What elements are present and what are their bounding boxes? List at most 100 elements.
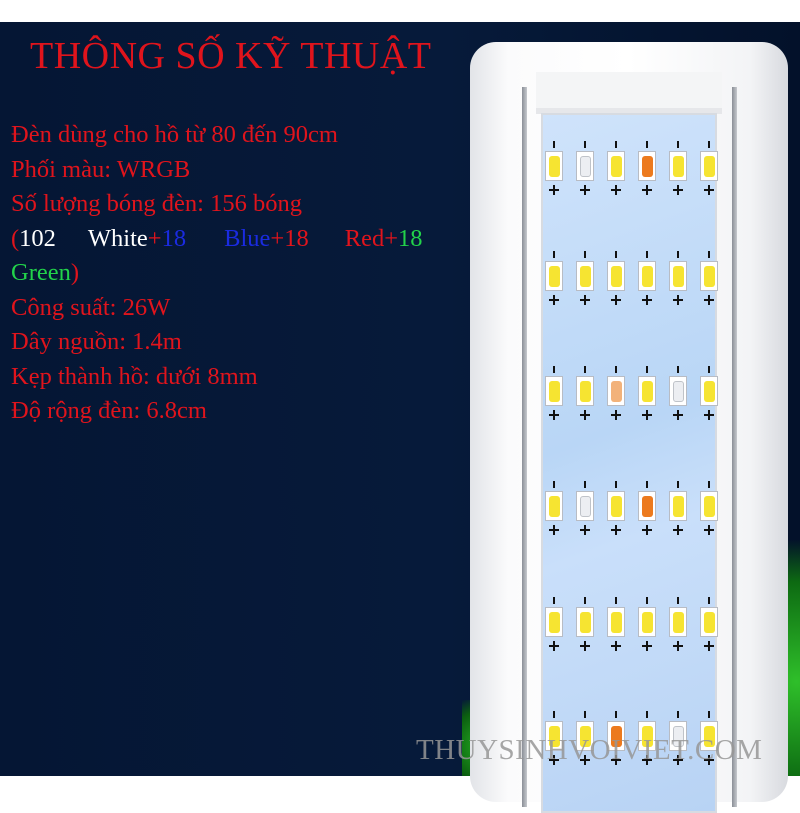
led-chip: [576, 376, 594, 406]
led-minus-mark: [615, 481, 617, 488]
led-minus-mark: [615, 366, 617, 373]
led-minus-mark: [677, 597, 679, 604]
led-plus-mark: [611, 410, 621, 420]
led-chip: [638, 721, 656, 751]
led-plus-mark: [580, 641, 590, 651]
led-chip: [545, 721, 563, 751]
led-plus-mark: [549, 295, 559, 305]
spec-power: Công suất: 26W: [11, 293, 171, 321]
led-plus-mark: [673, 525, 683, 535]
led-chip: [700, 607, 718, 637]
led-chip: [607, 261, 625, 291]
led-plus-mark: [549, 525, 559, 535]
led-minus-mark: [584, 481, 586, 488]
led-minus-mark: [553, 711, 555, 718]
led-plus-mark: [580, 185, 590, 195]
spec-breakdown: (102 White+18 Blue+18 Red+18: [11, 222, 489, 257]
led-chip: [638, 607, 656, 637]
led-plus-mark: [642, 755, 652, 765]
led-minus-mark: [646, 141, 648, 148]
led-plus-mark: [611, 755, 621, 765]
led-plus-mark: [580, 410, 590, 420]
led-plus-mark: [611, 295, 621, 305]
led-plus-mark: [611, 641, 621, 651]
led-plus-mark: [673, 755, 683, 765]
led-chip: [607, 491, 625, 521]
led-plus-mark: [642, 295, 652, 305]
led-chip: [607, 607, 625, 637]
led-minus-mark: [615, 597, 617, 604]
led-minus-mark: [553, 597, 555, 604]
spec-cable: Dây nguồn: 1.4m: [11, 328, 182, 355]
led-lamp-image: [470, 42, 788, 813]
green-label: Green: [11, 259, 71, 286]
lamp-rail: [522, 87, 527, 807]
led-minus-mark: [708, 141, 710, 148]
led-minus-mark: [584, 251, 586, 258]
led-plus-mark: [673, 295, 683, 305]
led-minus-mark: [553, 251, 555, 258]
led-minus-mark: [615, 251, 617, 258]
led-chip: [576, 491, 594, 521]
paren: ): [70, 259, 80, 286]
led-chip: [576, 261, 594, 291]
led-minus-mark: [584, 597, 586, 604]
led-chip: [576, 151, 594, 181]
spec-clamp: Kẹp thành hồ: dưới 8mm: [11, 362, 258, 390]
led-minus-mark: [646, 481, 648, 488]
plus: +: [147, 224, 162, 252]
lamp-cap: [536, 72, 722, 114]
led-minus-mark: [584, 366, 586, 373]
led-plus-mark: [673, 185, 683, 195]
led-plus-mark: [704, 185, 714, 195]
paren: (: [11, 224, 20, 252]
led-chip: [700, 261, 718, 291]
led-chip: [545, 261, 563, 291]
led-minus-mark: [646, 251, 648, 258]
led-minus-mark: [646, 366, 648, 373]
led-minus-mark: [553, 366, 555, 373]
led-minus-mark: [553, 481, 555, 488]
watermark: THUYSINHVOIVIET.COM: [416, 734, 763, 766]
blue-label: Blue: [224, 224, 271, 252]
led-chip: [545, 151, 563, 181]
led-plus-mark: [704, 295, 714, 305]
led-chip: [700, 491, 718, 521]
led-plus-mark: [704, 525, 714, 535]
led-chip: [607, 376, 625, 406]
led-chip: [700, 151, 718, 181]
led-chip: [545, 376, 563, 406]
led-chip: [669, 261, 687, 291]
led-chip: [638, 151, 656, 181]
led-plus-mark: [549, 410, 559, 420]
led-chip: [576, 721, 594, 751]
led-minus-mark: [677, 141, 679, 148]
red-label: Red: [344, 224, 385, 252]
led-chip: [700, 376, 718, 406]
led-minus-mark: [584, 711, 586, 718]
spec-color-mix: Phối màu: WRGB: [11, 155, 191, 183]
led-minus-mark: [677, 711, 679, 718]
led-plus-mark: [580, 525, 590, 535]
led-minus-mark: [677, 251, 679, 258]
green-count: 18: [398, 224, 423, 252]
led-minus-mark: [646, 597, 648, 604]
page-title: THÔNG SỐ KỸ THUẬT: [30, 35, 432, 77]
led-chip: [669, 151, 687, 181]
led-plus-mark: [549, 755, 559, 765]
led-chip: [638, 376, 656, 406]
led-plus-mark: [580, 755, 590, 765]
led-minus-mark: [615, 141, 617, 148]
led-chip: [669, 721, 687, 751]
led-minus-mark: [677, 366, 679, 373]
led-plus-mark: [580, 295, 590, 305]
led-minus-mark: [708, 366, 710, 373]
led-minus-mark: [553, 141, 555, 148]
led-plus-mark: [673, 641, 683, 651]
led-plus-mark: [611, 185, 621, 195]
led-chip: [700, 721, 718, 751]
led-chip: [607, 721, 625, 751]
led-chip: [669, 376, 687, 406]
led-minus-mark: [615, 711, 617, 718]
white-count: 102: [19, 224, 56, 252]
